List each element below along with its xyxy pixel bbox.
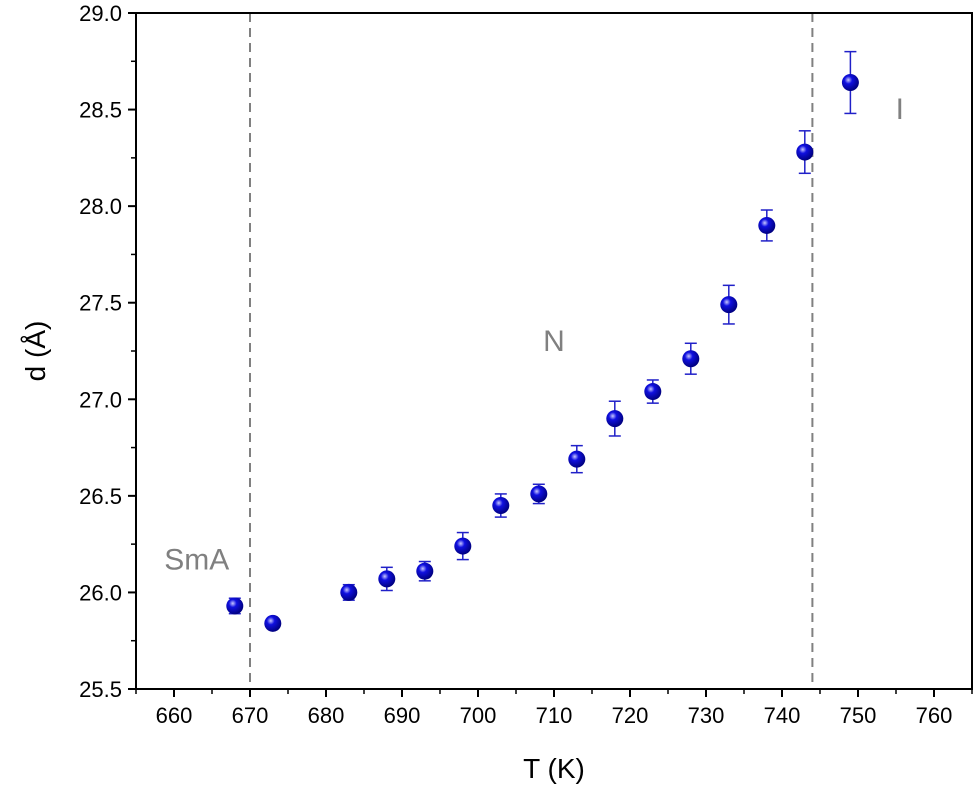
- data-point: [226, 597, 244, 615]
- phase-label: N: [543, 325, 565, 358]
- x-tick-label: 670: [232, 703, 269, 728]
- y-tick-label: 29.0: [79, 1, 122, 26]
- data-marker: [606, 410, 624, 428]
- x-tick-label: 700: [460, 703, 497, 728]
- x-axis-title: T (K): [523, 753, 585, 784]
- y-axis-title: d (Å): [20, 321, 51, 382]
- data-marker: [682, 350, 700, 368]
- data-point: [758, 209, 776, 242]
- y-tick-label: 28.5: [79, 98, 122, 123]
- data-marker: [530, 485, 548, 503]
- data-marker: [226, 597, 244, 615]
- data-point: [606, 400, 624, 437]
- y-tick-label: 25.5: [79, 677, 122, 702]
- data-point: [454, 531, 472, 561]
- data-point: [841, 50, 859, 115]
- data-point: [340, 583, 358, 601]
- data-marker: [841, 74, 859, 92]
- y-tick-label: 26.0: [79, 580, 122, 605]
- x-tick-label: 730: [688, 703, 725, 728]
- phase-label: SmA: [164, 543, 229, 576]
- phase-label: I: [896, 93, 904, 126]
- data-marker: [796, 143, 814, 161]
- x-tick-label: 680: [308, 703, 345, 728]
- plot-layer: SmA N I: [164, 13, 904, 689]
- data-point: [264, 614, 282, 632]
- data-marker: [454, 537, 472, 555]
- y-tick-label: 26.5: [79, 484, 122, 509]
- x-tick-label: 760: [916, 703, 953, 728]
- data-point: [530, 483, 548, 505]
- data-marker: [644, 383, 662, 401]
- data-marker: [340, 583, 358, 601]
- data-point: [720, 284, 738, 325]
- data-point: [796, 130, 814, 175]
- y-tick-label: 27.0: [79, 387, 122, 412]
- axis-layer: 660 670 680 690 700 710 720 730 740 750 760 25.5 26.…: [79, 1, 973, 728]
- x-tick-label: 710: [536, 703, 573, 728]
- data-point: [644, 379, 662, 404]
- data-point: [568, 444, 586, 474]
- data-point: [682, 342, 700, 375]
- x-tick-label: 690: [384, 703, 421, 728]
- data-marker: [758, 216, 776, 234]
- x-tick-label: 750: [840, 703, 877, 728]
- data-point: [416, 560, 434, 582]
- data-point: [378, 566, 396, 592]
- x-tick-label: 720: [612, 703, 649, 728]
- data-marker: [378, 570, 396, 588]
- data-marker: [264, 614, 282, 632]
- x-tick-label: 660: [156, 703, 193, 728]
- y-tick-label: 28.0: [79, 194, 122, 219]
- data-marker: [492, 497, 510, 515]
- y-tick-label: 27.5: [79, 291, 122, 316]
- x-tick-label: 740: [764, 703, 801, 728]
- data-point: [492, 493, 510, 518]
- data-marker: [568, 450, 586, 468]
- data-marker: [416, 562, 434, 580]
- data-marker: [720, 296, 738, 314]
